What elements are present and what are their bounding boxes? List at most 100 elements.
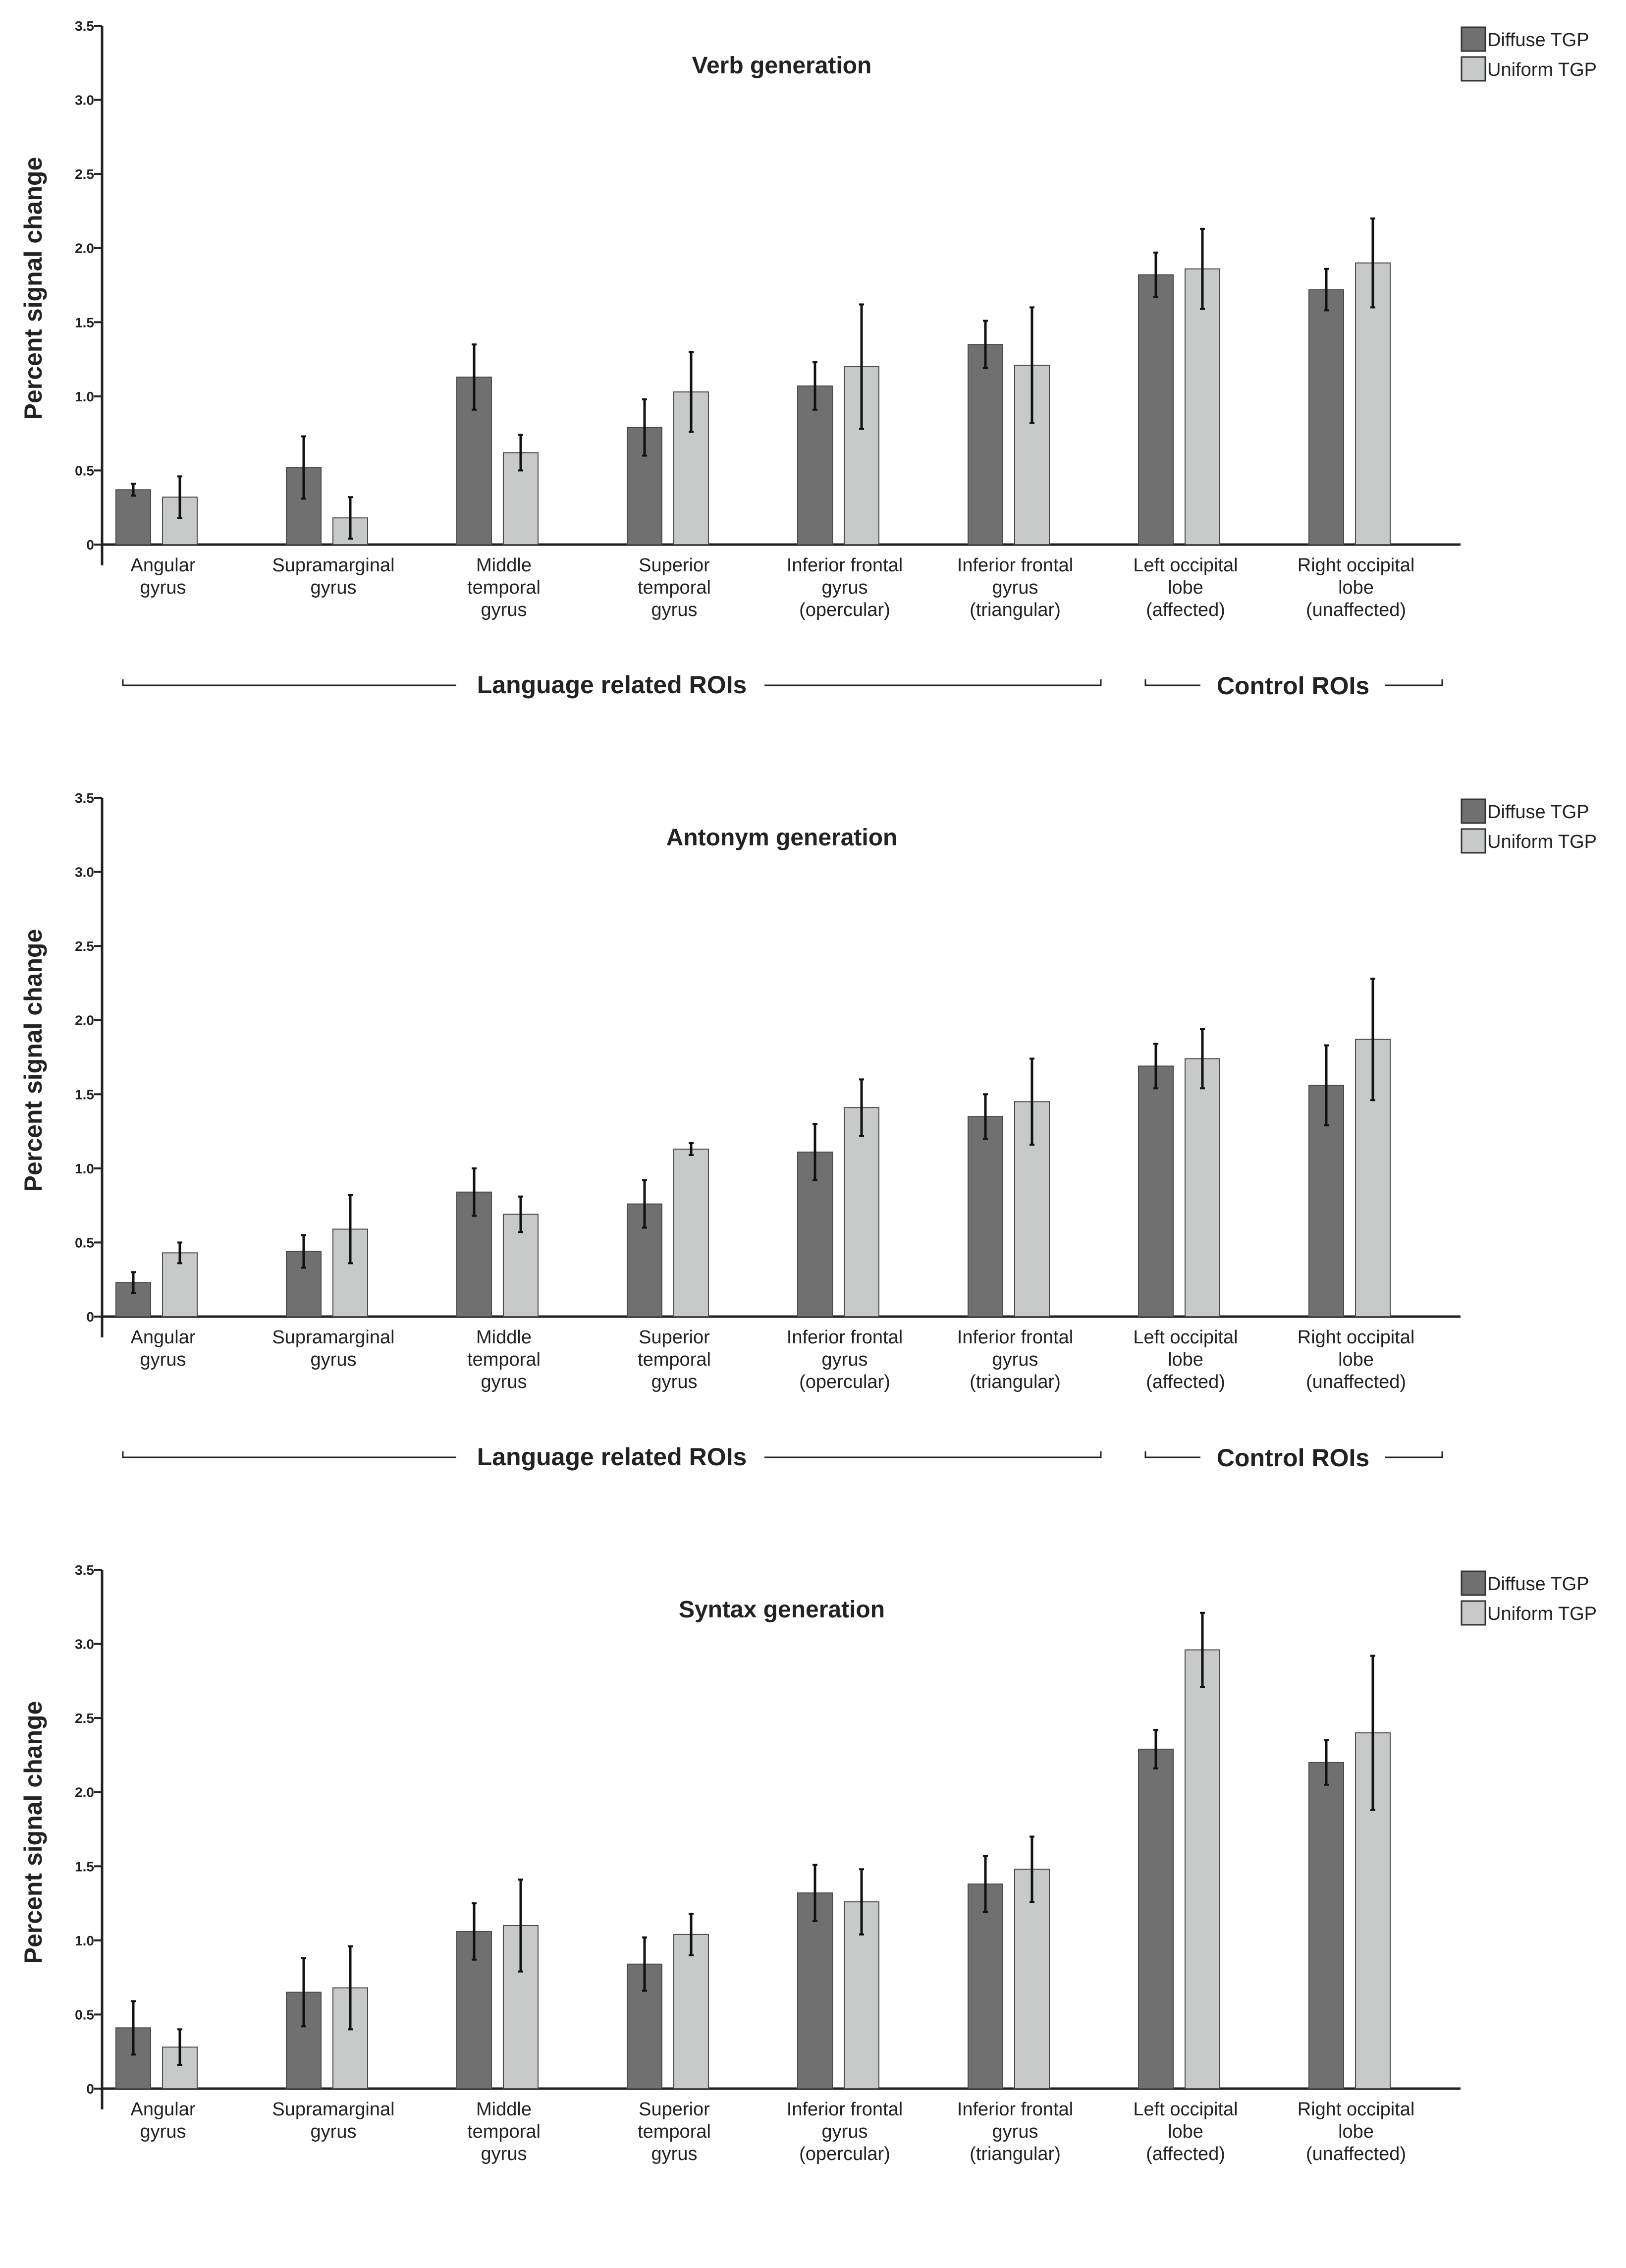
y-axis-label: Percent signal change [19,1701,47,1964]
legend-label: Uniform TGP [1487,1604,1597,1624]
y-tick-label: 1.0 [75,389,94,404]
category-label: Inferior frontal [957,555,1073,576]
category-label: Middle [476,555,532,576]
category-label: (opercular) [799,1372,890,1392]
legend-label: Uniform TGP [1487,831,1597,852]
category-label: Middle [476,2099,532,2120]
y-axis-label: Percent signal change [19,929,47,1192]
category-label: gyrus [481,1372,527,1392]
y-tick-label: 3.5 [75,790,94,806]
y-tick-label: 2.0 [75,1013,94,1028]
bar-uniform [1185,1058,1220,1317]
category-label: (triangular) [970,1372,1061,1392]
bar-uniform [1355,262,1391,545]
category-label: (opercular) [799,2144,890,2164]
y-tick-label: 0 [86,1309,94,1325]
y-tick-label: 1.5 [75,1859,94,1874]
category-label: Inferior frontal [787,555,903,576]
group-label: Language related ROIs [477,1443,747,1471]
category-label: gyrus [481,2144,527,2164]
y-tick-label: 1.0 [75,1933,94,1948]
category-label: Left occipital [1133,555,1238,576]
category-label: Right occipital [1298,555,1415,576]
category-label: Angular [131,2099,196,2120]
category-label: (affected) [1146,600,1225,620]
bar-diffuse [968,344,1003,546]
category-label: lobe [1338,2121,1374,2142]
y-axis-label: Percent signal change [19,157,47,420]
category-label: gyrus [651,2144,698,2164]
y-tick-label: 3.0 [75,1637,94,1652]
legend-swatch [1461,828,1486,854]
bar-uniform [1014,1869,1050,2089]
y-tick-label: 3.0 [75,865,94,880]
y-tick-label: 1.0 [75,1161,94,1176]
category-label: lobe [1168,2121,1203,2142]
group-label: Language related ROIs [477,671,747,699]
category-label: gyrus [992,1349,1038,1370]
category-label: Supramarginal [272,555,394,576]
category-label: gyrus [822,2121,868,2142]
category-label: Angular [131,1327,196,1348]
category-label: Left occipital [1133,1327,1238,1348]
bar-diffuse [968,1116,1003,1318]
bar-uniform [1185,268,1220,545]
chart-title: Verb generation [692,53,872,79]
legend-swatch [1461,1600,1486,1626]
bar-diffuse [1308,1762,1344,2089]
category-label: Inferior frontal [787,1327,903,1348]
category-label: gyrus [822,1349,868,1370]
category-label: Right occipital [1298,1327,1415,1348]
legend-swatch [1461,26,1486,52]
chart-title: Syntax generation [679,1597,885,1623]
chart-svg: Syntax generation Percent signal change 0 0… [19,1562,1597,2164]
category-label: Angular [131,555,196,576]
category-label: gyrus [140,577,186,598]
chart-svg: Verb generation Percent signal change 0 0.5… [19,18,1597,700]
category-label: temporal [467,1349,541,1370]
category-label: (triangular) [970,600,1061,620]
category-label: gyrus [481,600,527,620]
y-tick-label: 3.5 [75,1562,94,1578]
group-label: Control ROIs [1217,672,1369,700]
legend-swatch [1461,1570,1486,1596]
category-label: temporal [638,1349,711,1370]
y-tick-label: 0 [86,2081,94,2097]
category-label: gyrus [311,577,357,598]
chart-title: Antonym generation [666,825,898,851]
bar-diffuse [115,489,151,545]
y-tick-label: 3.5 [75,18,94,34]
category-label: gyrus [822,577,868,598]
bar-diffuse [1138,274,1174,545]
legend-label: Diffuse TGP [1487,30,1589,51]
y-tick-label: 2.5 [75,939,94,954]
category-label: lobe [1338,577,1374,598]
y-tick-label: 2.5 [75,1711,94,1726]
y-tick-label: 2.0 [75,241,94,256]
category-label: lobe [1338,1349,1374,1370]
category-label: gyrus [140,2121,186,2142]
category-label: Superior [639,2099,710,2120]
category-label: Right occipital [1298,2099,1415,2120]
category-label: temporal [467,2121,541,2142]
y-tick-label: 3.0 [75,93,94,108]
category-label: (unaffected) [1306,1372,1406,1392]
bar-uniform [1185,1649,1220,2089]
bar-diffuse [1138,1748,1174,2090]
category-label: Supramarginal [272,1327,394,1348]
y-tick-label: 0.5 [75,463,94,478]
legend-swatch [1461,56,1486,82]
y-tick-label: 2.5 [75,166,94,182]
legend-label: Diffuse TGP [1487,802,1589,823]
category-label: Inferior frontal [957,1327,1073,1348]
legend-swatch [1461,798,1486,824]
category-label: Left occipital [1133,2099,1238,2120]
group-label: Control ROIs [1217,1444,1369,1472]
y-tick-label: 0.5 [75,1235,94,1250]
bar-diffuse [797,1892,833,2089]
category-label: temporal [638,2121,711,2142]
y-tick-label: 1.5 [75,315,94,330]
category-label: Supramarginal [272,2099,394,2120]
bar-uniform [844,1107,879,1317]
syntax-generation-chart: Syntax generation Percent signal change 0 0… [0,1544,1626,2268]
